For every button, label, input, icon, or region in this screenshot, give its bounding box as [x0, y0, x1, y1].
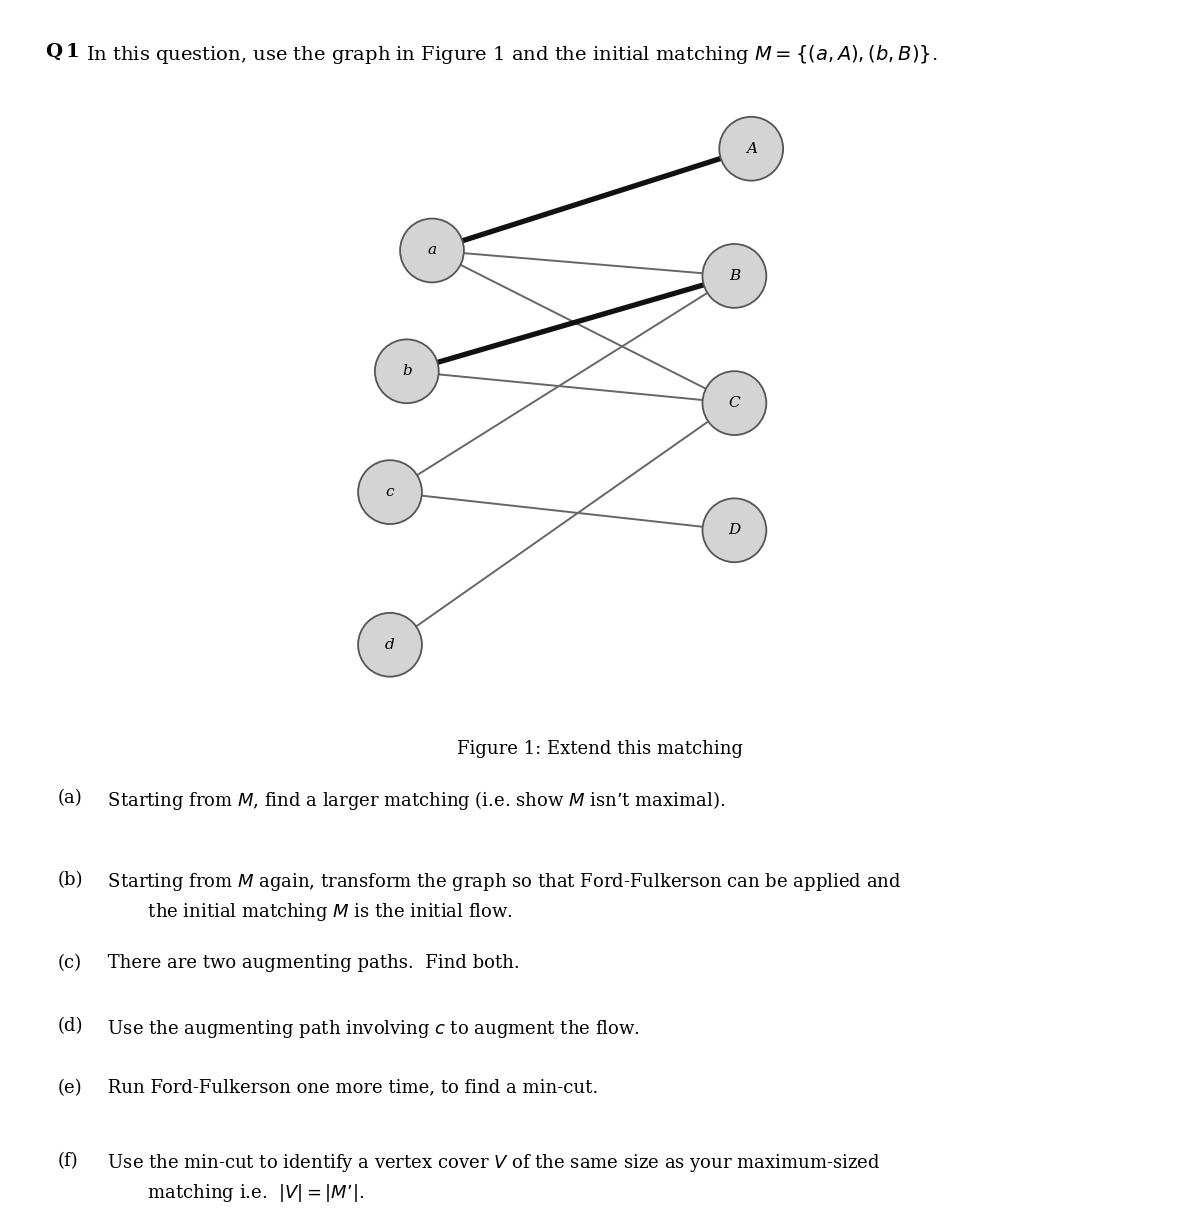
Text: Run Ford-Fulkerson one more time, to find a min-cut.: Run Ford-Fulkerson one more time, to fin…: [102, 1079, 599, 1097]
Ellipse shape: [702, 245, 767, 308]
Ellipse shape: [702, 499, 767, 563]
Text: (d): (d): [58, 1018, 83, 1036]
Text: c: c: [385, 486, 395, 499]
Text: (a): (a): [58, 789, 83, 807]
Text: A: A: [745, 142, 757, 155]
Text: d: d: [385, 637, 395, 652]
Ellipse shape: [374, 340, 439, 404]
Text: (e): (e): [58, 1079, 83, 1097]
Text: (b): (b): [58, 871, 83, 889]
Ellipse shape: [358, 613, 422, 676]
Text: Starting from $M$, find a larger matching (i.e. show $M$ isn’t maximal).: Starting from $M$, find a larger matchin…: [102, 789, 725, 812]
Ellipse shape: [702, 372, 767, 435]
Text: There are two augmenting paths.  Find both.: There are two augmenting paths. Find bot…: [102, 954, 520, 972]
Text: (c): (c): [58, 954, 82, 972]
Text: 1: 1: [66, 43, 79, 61]
Ellipse shape: [358, 460, 422, 523]
Text: D: D: [728, 523, 740, 537]
Text: (f): (f): [58, 1152, 78, 1170]
Text: Use the augmenting path involving $c$ to augment the flow.: Use the augmenting path involving $c$ to…: [102, 1018, 640, 1040]
Text: b: b: [402, 364, 412, 378]
Text: a: a: [427, 243, 437, 258]
Text: Figure 1: Extend this matching: Figure 1: Extend this matching: [457, 740, 743, 758]
Ellipse shape: [719, 117, 784, 181]
Text: Starting from $M$ again, transform the graph so that Ford-Fulkerson can be appli: Starting from $M$ again, transform the g…: [102, 871, 901, 923]
Text: C: C: [728, 396, 740, 410]
Text: Q: Q: [46, 43, 62, 61]
Text: In this question, use the graph in Figure 1 and the initial matching $M = \{(a, : In this question, use the graph in Figur…: [86, 43, 938, 66]
Ellipse shape: [400, 219, 464, 283]
Text: B: B: [728, 269, 740, 283]
Text: Use the min-cut to identify a vertex cover $V$ of the same size as your maximum-: Use the min-cut to identify a vertex cov…: [102, 1152, 881, 1205]
